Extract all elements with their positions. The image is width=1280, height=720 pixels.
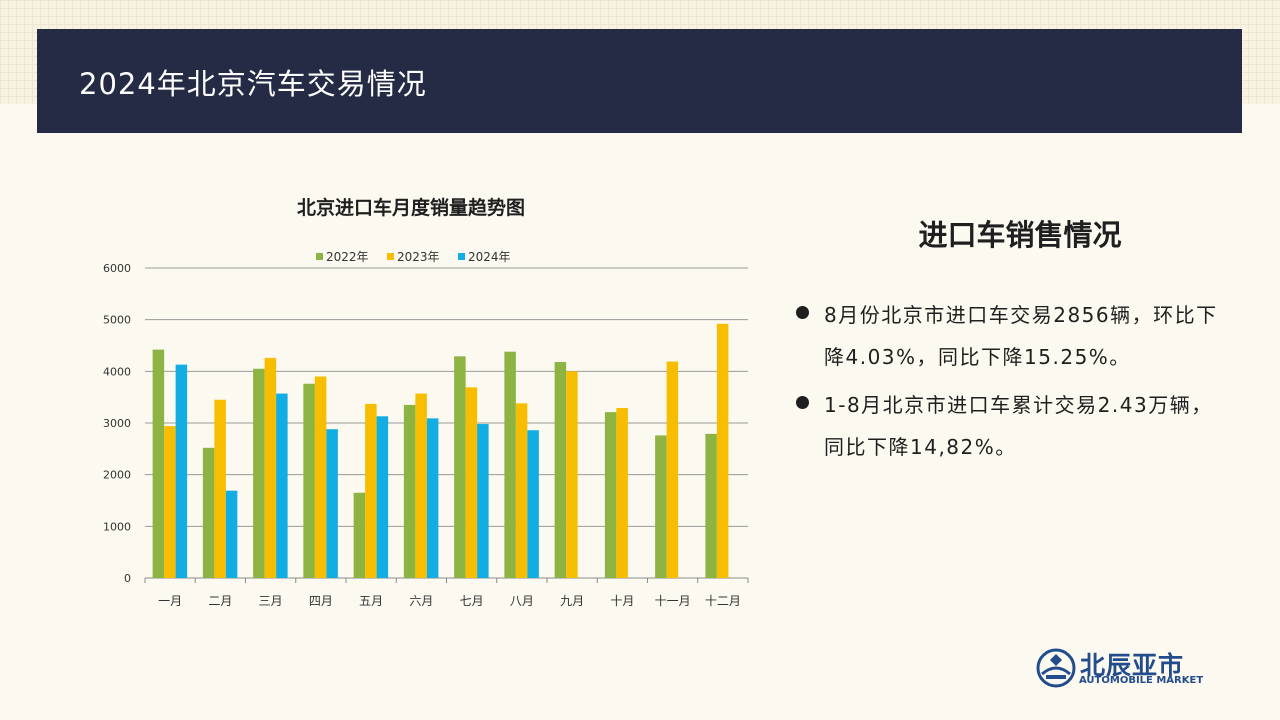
legend-swatch xyxy=(458,253,465,260)
bar-2022年-十一月 xyxy=(655,435,667,578)
bar-2022年-十月 xyxy=(604,412,617,578)
y-tick-label: 1000 xyxy=(103,520,131,533)
bar-2022年-二月 xyxy=(202,447,215,578)
bar-2022年-一月 xyxy=(152,349,165,578)
bar-2023年-六月 xyxy=(415,393,427,578)
legend-label: 2024年 xyxy=(468,250,511,264)
x-tick-label: 六月 xyxy=(409,594,433,608)
bar-2022年-三月 xyxy=(253,368,265,578)
x-tick-label: 十一月 xyxy=(655,594,691,608)
bar-2022年-五月 xyxy=(353,492,366,578)
y-axis-ticks: 0 1000 2000 3000 4000 5000 6000 xyxy=(103,262,131,585)
chart-bars xyxy=(152,323,729,578)
y-tick-label: 5000 xyxy=(103,314,131,327)
bar-2022年-四月 xyxy=(303,383,315,578)
legend-swatch xyxy=(387,253,394,260)
bar-2024年-一月 xyxy=(175,364,188,578)
x-axis-ticks: 一月 二月 三月 四月 五月 六月 七月 八月 九月 十月 十一月 十二月 xyxy=(144,578,749,608)
x-tick-label: 十二月 xyxy=(705,594,741,608)
bar-2023年-八月 xyxy=(515,403,528,578)
bar-2024年-二月 xyxy=(225,490,238,578)
x-tick-label: 三月 xyxy=(259,594,283,608)
logo-emblem-icon xyxy=(1036,648,1076,688)
x-tick-label: 二月 xyxy=(208,594,232,608)
legend-label: 2022年 xyxy=(326,250,369,264)
bar-2022年-八月 xyxy=(504,351,516,578)
y-tick-label: 6000 xyxy=(103,262,131,275)
bullet-list: 8月份北京市进口车交易2856辆，环比下降4.03%，同比下降15.25%。 1… xyxy=(792,294,1232,474)
bar-2022年-六月 xyxy=(403,404,416,578)
logo-name: 北辰亚市 xyxy=(1080,651,1185,680)
bar-2023年-十二月 xyxy=(716,323,729,578)
y-tick-label: 4000 xyxy=(103,365,131,378)
bar-2023年-十一月 xyxy=(666,361,679,578)
legend-swatch xyxy=(316,253,323,260)
bullet-text: 1-8月北京市进口车累计交易2.43万辆，同比下降14,82%。 xyxy=(824,393,1213,459)
y-tick-label: 2000 xyxy=(103,469,131,482)
bullet-item: 1-8月北京市进口车累计交易2.43万辆，同比下降14,82%。 xyxy=(792,384,1232,468)
bullet-text: 8月份北京市进口车交易2856辆，环比下降4.03%，同比下降15.25%。 xyxy=(824,303,1218,369)
side-heading: 进口车销售情况 xyxy=(918,218,1122,252)
title-bar: 2024年北京汽车交易情况 xyxy=(37,29,1242,133)
bar-2023年-七月 xyxy=(465,387,478,578)
chart-title: 北京进口车月度销量趋势图 xyxy=(297,196,525,219)
x-tick-label: 四月 xyxy=(309,594,333,608)
bar-2022年-七月 xyxy=(454,356,466,578)
bar-2023年-五月 xyxy=(365,403,377,578)
bar-2023年-二月 xyxy=(214,399,226,578)
bullet-dot-icon xyxy=(796,396,809,409)
page-title: 2024年北京汽车交易情况 xyxy=(79,67,427,101)
bar-2023年-一月 xyxy=(164,426,176,578)
bar-2023年-九月 xyxy=(566,371,578,578)
x-tick-label: 五月 xyxy=(359,594,383,608)
bar-2022年-九月 xyxy=(554,362,567,578)
y-tick-label: 3000 xyxy=(103,417,131,430)
bar-2024年-八月 xyxy=(527,430,539,578)
bar-2022年-十二月 xyxy=(705,433,717,578)
company-logo: 北辰亚市 AUTOMOBILE MARKET xyxy=(1036,646,1216,692)
bar-2024年-三月 xyxy=(276,393,288,578)
bar-2024年-六月 xyxy=(426,418,439,578)
chart-legend: 2022年 2023年 2024年 xyxy=(316,250,511,264)
bullet-item: 8月份北京市进口车交易2856辆，环比下降4.03%，同比下降15.25%。 xyxy=(792,294,1232,378)
bar-2024年-四月 xyxy=(326,429,338,578)
bar-2024年-七月 xyxy=(477,424,489,578)
x-tick-label: 十月 xyxy=(610,594,634,608)
legend-label: 2023年 xyxy=(397,250,440,264)
x-tick-label: 一月 xyxy=(158,594,182,608)
bar-2024年-五月 xyxy=(376,416,389,578)
y-tick-label: 0 xyxy=(124,572,131,585)
bullet-dot-icon xyxy=(796,306,809,319)
x-tick-label: 八月 xyxy=(510,594,534,608)
logo-subtitle: AUTOMOBILE MARKET xyxy=(1079,675,1204,686)
bar-2023年-四月 xyxy=(314,376,327,578)
x-tick-label: 九月 xyxy=(560,594,584,608)
x-tick-label: 七月 xyxy=(460,594,484,608)
bar-2023年-三月 xyxy=(264,357,277,578)
bar-2023年-十月 xyxy=(616,408,628,578)
